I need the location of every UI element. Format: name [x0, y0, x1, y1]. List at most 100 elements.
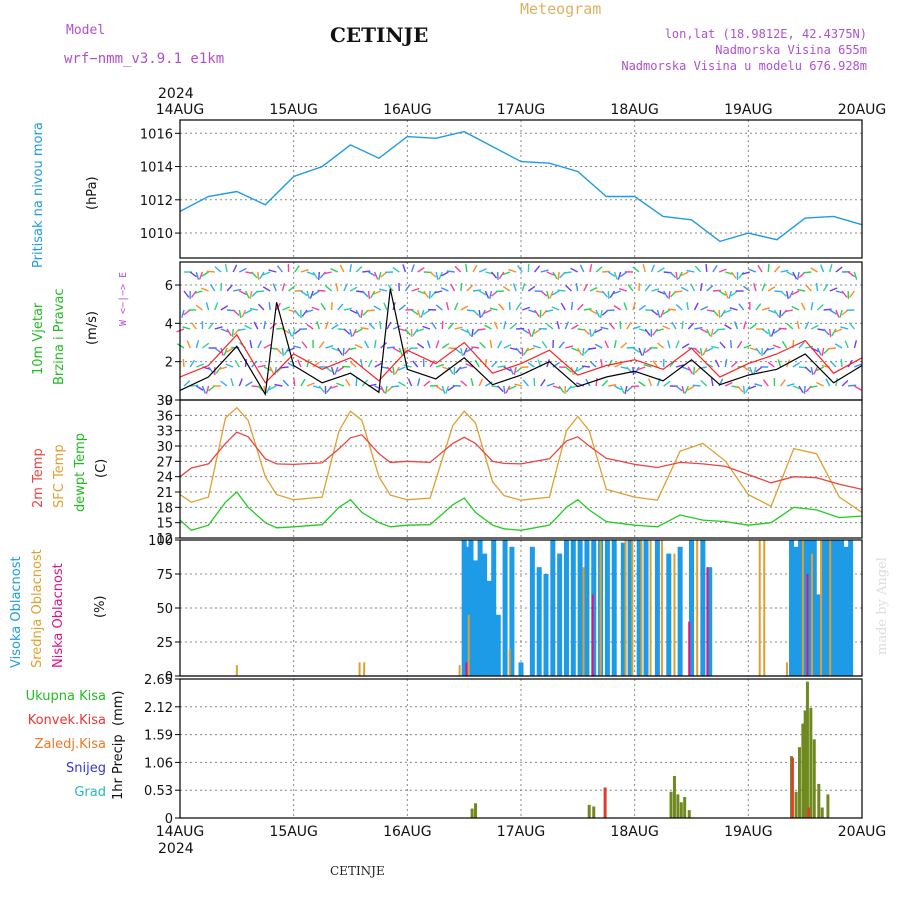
bar — [807, 807, 810, 818]
wind-arrow — [526, 347, 535, 352]
wind-arrow — [454, 326, 463, 330]
wind-arrow — [276, 265, 283, 273]
bar — [543, 574, 549, 676]
wind-arrow — [417, 309, 421, 318]
y-tick-label: 1.06 — [144, 756, 173, 771]
wind-arrow — [263, 320, 267, 330]
wind-arrow — [293, 377, 296, 387]
wind-arrow — [742, 385, 746, 395]
wind-arrow — [223, 347, 228, 356]
wind-arrow — [509, 366, 514, 375]
wind-arrow — [589, 264, 593, 273]
wind-arrow — [797, 288, 806, 292]
wind-arrow — [441, 271, 449, 277]
wind-arrow — [780, 290, 787, 297]
wind-arrow — [675, 271, 679, 281]
x-tick-label-top: 18AUG — [610, 102, 659, 118]
wind-arrow — [362, 270, 371, 273]
wind-arrow — [607, 290, 610, 300]
wind-arrow — [618, 287, 628, 292]
wind-arrow — [607, 271, 616, 277]
bar — [477, 540, 483, 676]
wind-arrow — [379, 320, 382, 330]
bar — [235, 665, 238, 676]
wind-arrow — [503, 344, 512, 349]
wind-arrow — [800, 302, 806, 311]
wind-arrow — [589, 309, 598, 315]
wind-arrow — [330, 267, 339, 273]
wind-arrow — [632, 325, 641, 330]
wind-arrow — [834, 328, 843, 333]
wind-arrow — [827, 347, 836, 350]
y-tick-label: 50 — [156, 602, 173, 617]
bar — [802, 540, 808, 676]
wind-arrow — [829, 287, 838, 292]
wind-arrow — [839, 309, 843, 318]
bar — [793, 546, 799, 676]
wind-arrow — [829, 360, 837, 368]
y-axis-title-mid: Srednja Oblacnost — [30, 549, 45, 668]
wind-arrow — [675, 304, 683, 311]
wind-arrow — [810, 301, 814, 311]
wind-arrow — [209, 283, 216, 292]
wind-arrow — [237, 328, 246, 332]
wind-arrow — [644, 328, 651, 336]
wind-arrow — [829, 328, 832, 338]
bar — [806, 574, 809, 676]
wind-arrow — [805, 345, 814, 349]
wind-arrow — [600, 326, 609, 330]
wind-arrow — [189, 271, 197, 278]
wind-arrow — [714, 359, 720, 368]
wind-arrow — [728, 290, 733, 299]
bar — [631, 540, 634, 676]
wind-arrow — [355, 265, 363, 273]
y-tick-label: 100 — [148, 534, 173, 549]
wind-arrow — [297, 359, 302, 368]
bar — [502, 540, 508, 676]
wind-arrow — [595, 266, 603, 273]
wind-arrow — [816, 304, 824, 311]
wind-arrow — [614, 362, 623, 368]
wind-arrow — [478, 268, 487, 273]
bar — [509, 546, 515, 676]
y-axis-title-low: Niska Oblacnost — [51, 563, 66, 668]
wind-arrow — [718, 309, 721, 319]
wind-arrow — [551, 306, 560, 311]
bar — [817, 783, 821, 818]
bar — [820, 540, 826, 676]
wind-arrow — [249, 340, 253, 349]
wind-arrow — [181, 309, 185, 318]
wind-arrow — [581, 365, 590, 368]
wind-arrow — [557, 271, 560, 281]
bar — [758, 540, 761, 676]
wind-arrow — [648, 378, 653, 387]
wind-arrow — [589, 286, 598, 292]
series-line-temp-2m — [179, 431, 863, 491]
wind-arrow — [403, 364, 412, 368]
wind-arrow — [238, 378, 243, 387]
wind-arrow — [531, 328, 536, 337]
wind-arrow — [435, 304, 443, 311]
wind-arrow — [349, 361, 357, 368]
wind-arrow — [749, 323, 757, 330]
wind-arrow — [779, 309, 782, 319]
wind-arrow — [601, 379, 609, 387]
wind-compass: W <−|−> E — [118, 272, 129, 326]
wind-arrow — [503, 366, 512, 372]
wind-arrow — [546, 323, 554, 330]
wind-arrow — [724, 381, 733, 387]
wind-arrow — [349, 286, 358, 292]
wind-arrow — [791, 305, 800, 311]
wind-arrow — [681, 385, 685, 394]
wind-arrow — [214, 302, 219, 311]
wind-arrow — [588, 347, 597, 350]
bar — [591, 594, 594, 676]
wind-arrow — [220, 282, 223, 292]
wind-arrow — [497, 340, 503, 349]
wind-arrow — [541, 341, 548, 349]
wind-arrow — [565, 345, 574, 349]
wind-arrow — [589, 360, 597, 368]
wind-arrow — [244, 290, 250, 299]
wind-arrow — [330, 301, 333, 311]
y-tick-label: 0.53 — [144, 784, 173, 799]
